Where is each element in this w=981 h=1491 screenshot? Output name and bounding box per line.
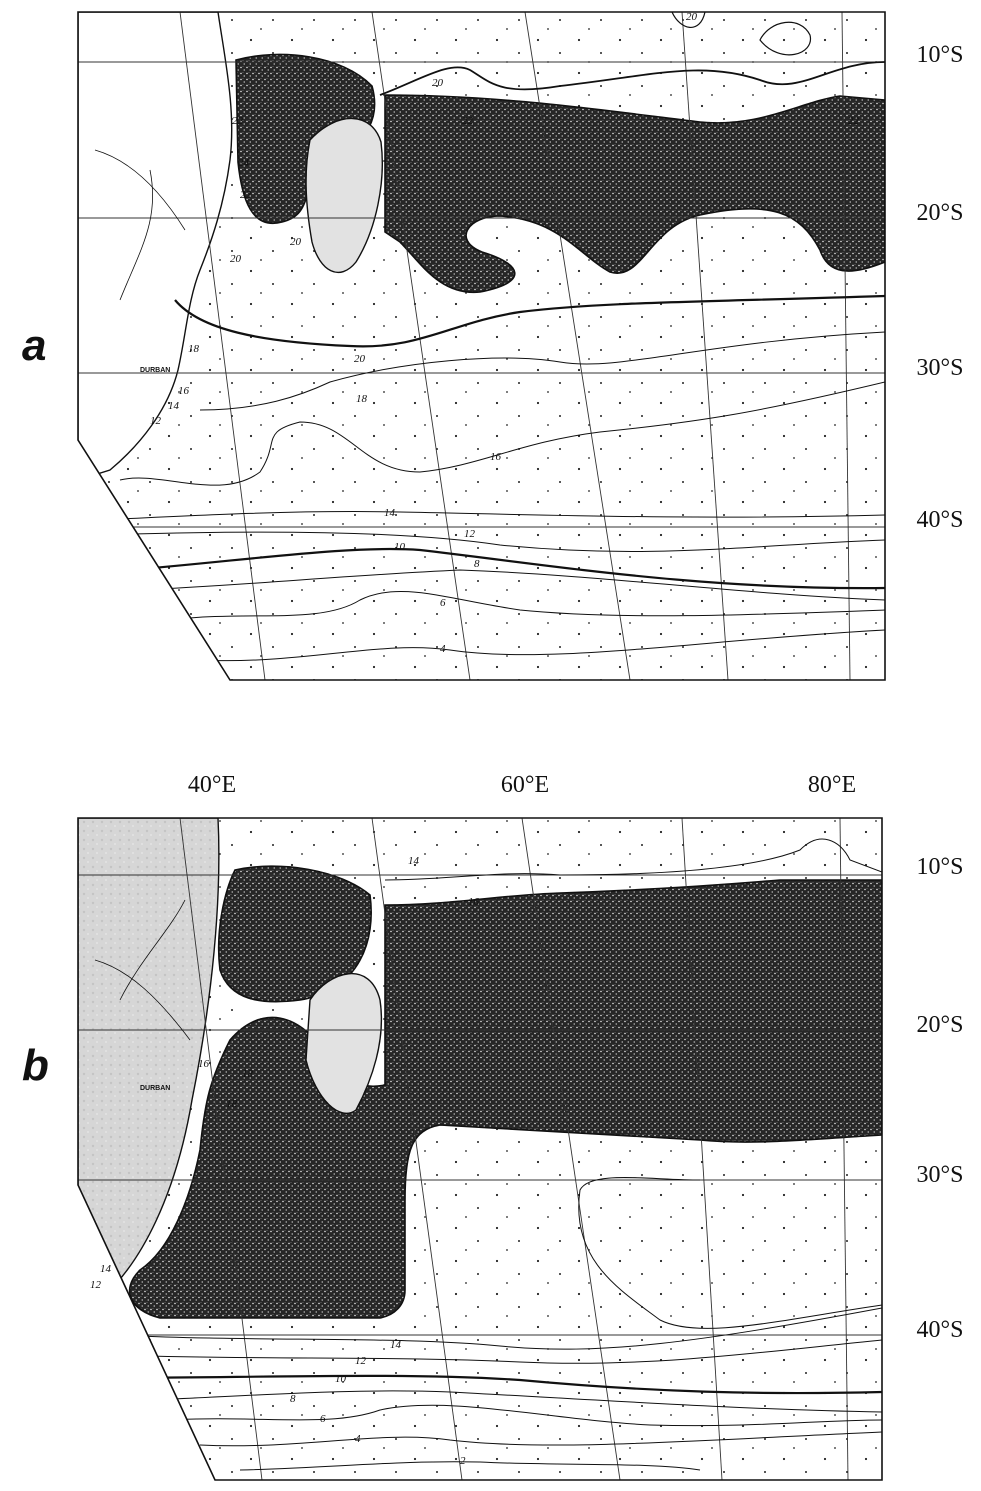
isotherm [119,1307,882,1350]
isotherm-label: 10 [335,1373,347,1385]
isotherm-label: 6 [320,1413,326,1425]
longitude-label: 60°E [501,772,549,798]
isotherm [199,331,885,411]
isotherm-label: 2 [460,1455,466,1467]
isotherm [94,149,186,301]
isotherm [139,569,885,601]
isotherm-label: 22 [232,115,244,127]
isotherm-label: 22 [462,115,474,127]
isotherm-label: 18 [242,1068,254,1080]
isotherm [379,61,885,96]
isotherm-label: 4 [440,643,446,655]
isotherm-label: 22 [848,115,860,127]
longitude-label: 80°E [808,772,856,798]
panel-label: a [22,321,46,370]
meridian [839,818,849,1480]
meridian [179,818,263,1480]
isotherm [174,294,885,348]
isotherm [99,511,885,521]
isotherm-label: 24 [238,157,250,169]
latitude-label: 30°S [917,355,964,381]
warm-water-region [384,94,885,293]
isotherm-label: 12 [90,1279,102,1291]
isotherm [149,1390,882,1413]
isotherm-label: 20 [432,77,444,89]
meridian [681,12,729,680]
meridian [681,818,723,1480]
isotherm [578,1177,882,1329]
isotherm-label: 12 [464,528,476,540]
isotherm [129,547,885,590]
latitude-label: 10°S [917,42,964,68]
latitude-label: 30°S [917,1162,964,1188]
latitude-label: 40°S [917,507,964,533]
isotherm-label: 4 [355,1433,361,1445]
isotherm [199,1431,882,1447]
map-frame [77,817,883,1481]
madagascar [305,972,383,1114]
latitude-label: 20°S [917,1012,964,1038]
place-label: DURBAN [140,1085,170,1092]
isotherm [199,629,885,662]
isotherm-label: 14 [100,1263,112,1275]
isotherm-label: 12 [150,415,162,427]
latitude-label: 20°S [917,200,964,226]
isotherm-label: 20 [354,353,366,365]
meridian [179,12,266,680]
isotherm [239,1461,701,1471]
isotherm [119,381,885,486]
isotherm [671,12,706,28]
isotherm-label: 6 [440,597,446,609]
isotherm-label: 10 [394,541,406,553]
isotherm [169,590,885,621]
isotherm-label: 20 [686,11,698,23]
isotherm-label: 16 [198,1058,210,1070]
meridian [521,818,621,1480]
isotherm-label: 20 [290,236,302,248]
isotherm-label: 14 [384,507,396,519]
warm-water-region [128,879,882,1319]
map-frame [77,11,886,681]
isotherm [94,899,191,1041]
meridian [524,12,631,680]
meridian [371,818,463,1480]
land [78,12,233,481]
panel-label: b [22,1041,49,1090]
isotherm-label: 14 [408,855,420,867]
isotherm-label: 12 [355,1355,367,1367]
isotherm-label: 16 [468,896,480,908]
place-label: DURBAN [140,367,170,374]
isotherm [384,838,882,881]
land [78,818,220,1301]
latitude-label: 40°S [917,1317,964,1343]
isotherm [169,1404,882,1427]
isotherm-label: 22 [240,189,252,201]
isotherm-label: 8 [474,558,480,570]
isotherm-label: 8 [290,1393,296,1405]
isotherm [99,1374,882,1395]
isotherm-label: 18 [188,343,200,355]
isotherm-label: 18 [356,393,368,405]
isotherm-label: 14 [168,400,180,412]
meridian [841,12,851,680]
isotherm-label: 18 [226,1098,238,1110]
isotherm-label: 16 [490,451,502,463]
meridian [371,12,471,680]
isotherm-label: 14 [390,1339,402,1351]
isotherm [759,21,811,56]
madagascar [305,117,383,274]
isotherm [109,1339,882,1364]
isotherm-label: 20 [230,253,242,265]
longitude-label: 40°E [188,772,236,798]
isotherm [99,531,885,552]
isotherm-label: 16 [178,385,190,397]
latitude-label: 10°S [917,854,964,880]
